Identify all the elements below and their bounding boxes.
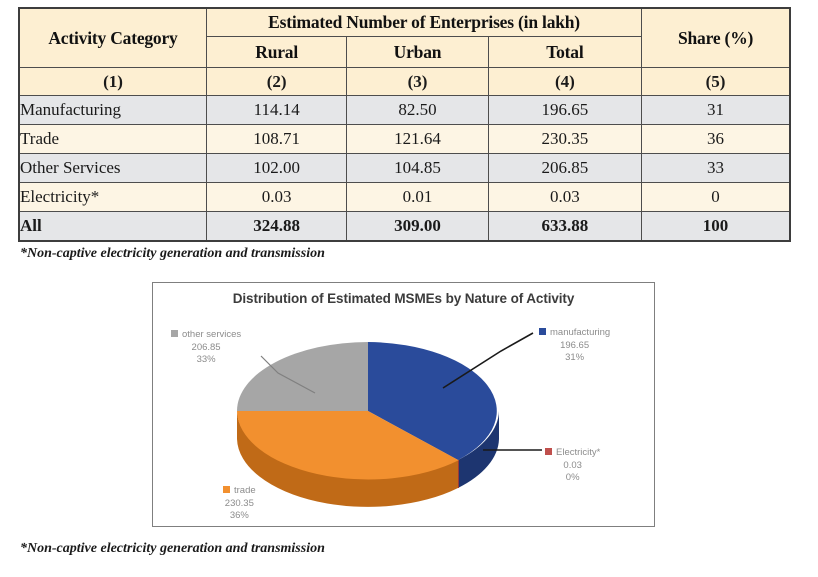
footnote-below-chart: *Non-captive electricity generation and …: [20, 541, 325, 556]
data-label-trade: trade 230.35 36%: [223, 485, 256, 523]
cell-share: 36: [641, 124, 791, 154]
column-number-5: (5): [641, 67, 791, 96]
data-label-percent: 36%: [229, 510, 249, 521]
column-number-1: (1): [18, 67, 207, 96]
column-number-3: (3): [346, 67, 489, 96]
pie-slice-manufacturing-side: [458, 411, 499, 488]
table-header-row-1: Activity Category Estimated Number of En…: [18, 7, 791, 68]
data-label-name: manufacturing: [550, 327, 611, 338]
data-label-name: Electricity*: [556, 447, 601, 458]
cell-total: 196.65: [487, 95, 643, 125]
data-label-value: 0.03: [563, 459, 582, 471]
data-label-value: 196.65: [560, 339, 590, 351]
data-label-electricity: Electricity* 0.03 0%: [545, 447, 600, 485]
cell-urban: 82.50: [346, 95, 489, 125]
table-row: Trade 108.71 121.64 230.35 36: [18, 124, 791, 154]
cell-share: 31: [641, 95, 791, 125]
pie-chart-panel: Distribution of Estimated MSMEs by Natur…: [152, 282, 655, 527]
cell-total: 633.88: [487, 211, 643, 242]
data-label-other-services: other services 206.85 33%: [171, 329, 241, 367]
chart-title: Distribution of Estimated MSMEs by Natur…: [232, 291, 575, 306]
header-activity-category: Activity Category: [18, 7, 207, 68]
cell-total: 0.03: [487, 182, 643, 212]
data-label-name: trade: [234, 485, 256, 496]
legend-swatch-manufacturing: [539, 327, 546, 335]
leader-line-manufacturing: [442, 332, 534, 389]
leader-line-other-services: [260, 355, 316, 394]
table-row-total: All 324.88 309.00 633.88 100: [18, 211, 791, 242]
table-row: Other Services 102.00 104.85 206.85 33: [18, 153, 791, 183]
pie-chart-graphic: [237, 332, 542, 507]
data-label-percent: 33%: [196, 354, 216, 365]
table-row: Manufacturing 114.14 82.50 196.65 31: [18, 95, 791, 125]
cell-total: 206.85: [487, 153, 643, 183]
header-estimated-enterprises-group: Estimated Number of Enterprises (in lakh…: [205, 7, 643, 37]
estimated-enterprises-table-container: Activity Category Estimated Number of En…: [18, 7, 791, 242]
data-label-name: other services: [182, 329, 242, 340]
header-urban: Urban: [346, 36, 489, 68]
table-row: Electricity* 0.03 0.01 0.03 0: [18, 182, 791, 212]
data-label-value: 230.35: [224, 497, 254, 509]
data-label-value: 206.85: [191, 341, 221, 353]
legend-swatch-electricity: [545, 447, 552, 455]
table-column-number-row: (1) (2) (3) (4) (5): [18, 67, 791, 96]
cell-share: 100: [641, 211, 791, 242]
cell-urban: 309.00: [346, 211, 489, 242]
cell-rural: 114.14: [205, 95, 348, 125]
cell-share: 0: [641, 182, 791, 212]
estimated-enterprises-table: Activity Category Estimated Number of En…: [18, 7, 791, 242]
pie-slice-other-services: [237, 342, 368, 411]
cell-category: Electricity*: [18, 182, 207, 212]
table-body: Manufacturing 114.14 82.50 196.65 31 Tra…: [18, 95, 791, 242]
cell-total: 230.35: [487, 124, 643, 154]
legend-swatch-other-services: [171, 329, 178, 337]
column-number-2: (2): [205, 67, 348, 96]
cell-share: 33: [641, 153, 791, 183]
data-label-percent: 0%: [565, 472, 580, 483]
header-total: Total: [487, 36, 643, 68]
cell-category: All: [18, 211, 207, 242]
data-label-percent: 31%: [565, 352, 585, 363]
cell-category: Manufacturing: [18, 95, 207, 125]
cell-urban: 104.85: [346, 153, 489, 183]
cell-urban: 0.01: [346, 182, 489, 212]
footnote-above-chart: *Non-captive electricity generation and …: [20, 246, 325, 261]
table-head: Activity Category Estimated Number of En…: [18, 7, 791, 96]
cell-rural: 0.03: [205, 182, 348, 212]
pie-slice-trade-side: [237, 411, 458, 507]
cell-rural: 324.88: [205, 211, 348, 242]
legend-swatch-trade: [223, 485, 230, 493]
header-rural: Rural: [205, 36, 348, 68]
column-number-4: (4): [487, 67, 643, 96]
cell-category: Other Services: [18, 153, 207, 183]
data-label-manufacturing: manufacturing 196.65 31%: [539, 327, 610, 365]
cell-rural: 102.00: [205, 153, 348, 183]
cell-category: Trade: [18, 124, 207, 154]
cell-urban: 121.64: [346, 124, 489, 154]
pie-slice-trade: [237, 411, 459, 480]
table-header-row-2: Rural Urban Total: [19, 36, 790, 68]
cell-rural: 108.71: [205, 124, 348, 154]
pie-slice-manufacturing: [368, 342, 497, 460]
pie-slice-electricity-side: [458, 460, 459, 488]
header-share-percent: Share (%): [641, 7, 791, 68]
